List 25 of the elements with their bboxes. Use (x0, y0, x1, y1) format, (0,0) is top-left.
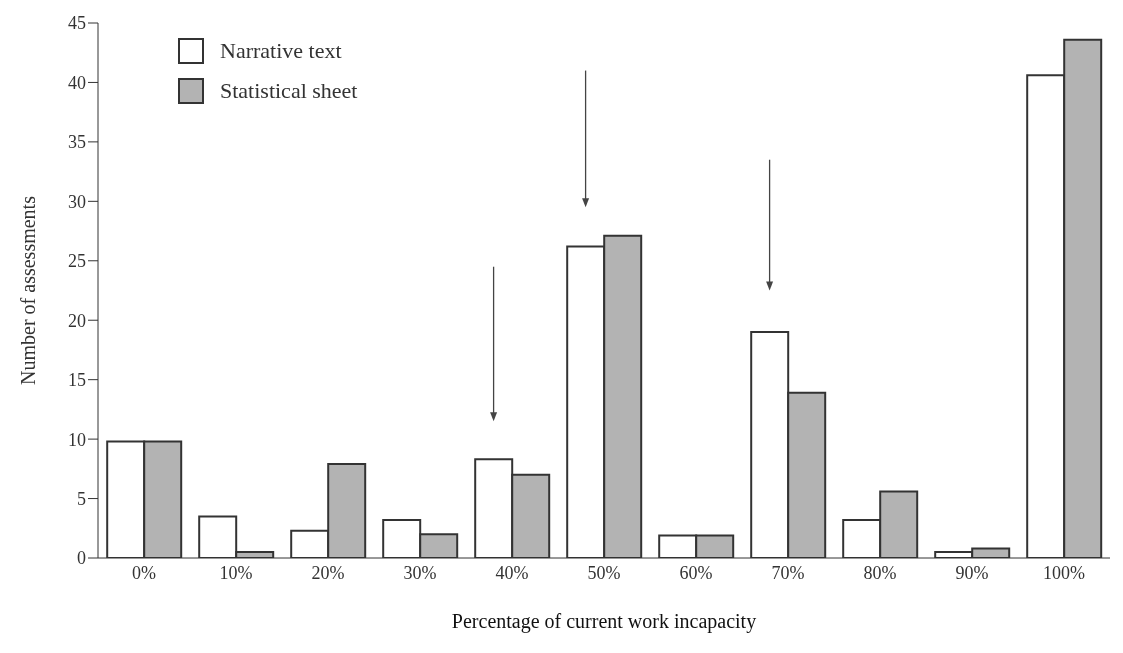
legend-label: Narrative text (220, 38, 342, 64)
y-tick-label: 0 (77, 548, 86, 569)
x-axis-title: Percentage of current work incapacity (451, 610, 757, 633)
x-tick-label: 100% (1043, 562, 1085, 583)
y-tick-label: 5 (77, 488, 86, 509)
y-tick-label: 45 (68, 13, 86, 34)
x-tick-label: 90% (955, 562, 989, 583)
x-tick-label: 70% (771, 562, 805, 583)
y-tick-label: 10 (68, 429, 86, 450)
x-tick-label: 60% (679, 562, 713, 583)
y-tick-label: 40 (68, 72, 86, 93)
y-tick-label: 30 (68, 191, 86, 212)
x-tick-label: 50% (587, 562, 621, 583)
x-tick-label: 0% (132, 562, 156, 583)
y-tick-label: 25 (68, 251, 86, 272)
y-axis-title: Number of assessments (16, 195, 39, 385)
y-tick-label: 15 (68, 370, 86, 391)
legend-label: Statistical sheet (220, 78, 358, 104)
x-tick-label: 40% (495, 562, 529, 583)
y-tick-label: 20 (68, 310, 86, 331)
x-tick-label: 80% (863, 562, 897, 583)
x-tick-label: 30% (403, 562, 437, 583)
x-tick-label: 10% (219, 562, 253, 583)
x-tick-label: 20% (311, 562, 345, 583)
y-tick-label: 35 (68, 132, 86, 153)
